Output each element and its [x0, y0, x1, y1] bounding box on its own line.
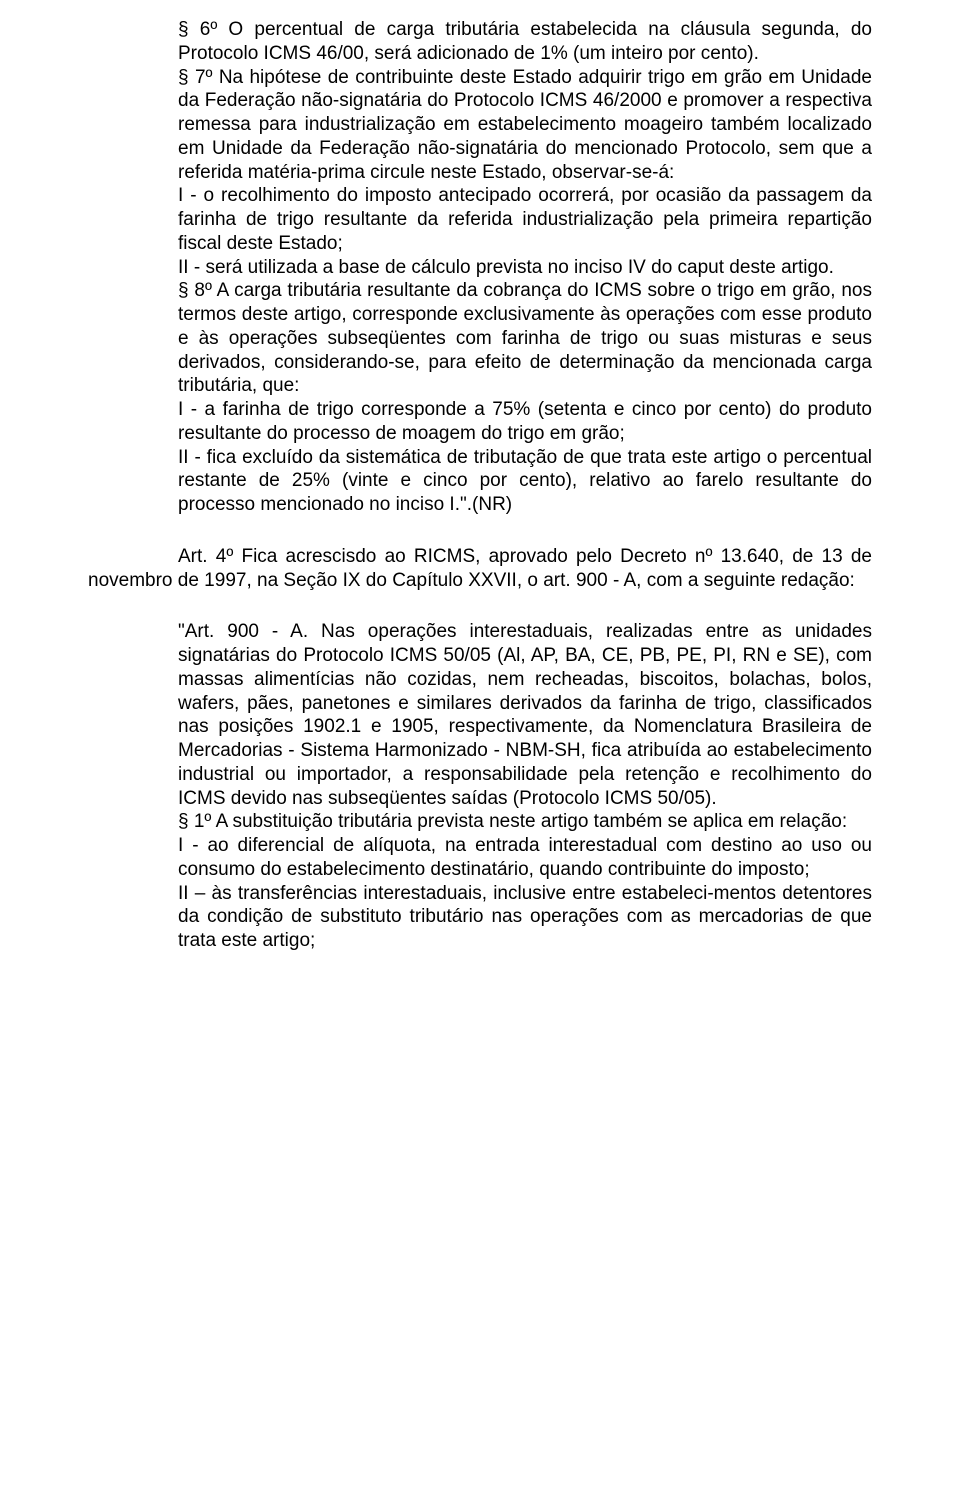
- paragraph-8-item-ii: II - fica excluído da sistemática de tri…: [178, 446, 872, 517]
- article-4-text: Art. 4º Fica acrescisdo ao RICMS, aprova…: [88, 545, 872, 593]
- article-4-block: Art. 4º Fica acrescisdo ao RICMS, aprova…: [88, 545, 872, 593]
- article-900a-intro: "Art. 900 - A. Nas operações interestadu…: [178, 620, 872, 810]
- paragraph-7-item-ii: II - será utilizada a base de cálculo pr…: [178, 256, 872, 280]
- quoted-article-block-1: § 6º O percentual de carga tributária es…: [178, 18, 872, 517]
- document-page: § 6º O percentual de carga tributária es…: [0, 0, 960, 977]
- paragraph-1-intro: § 1º A substituição tributária prevista …: [178, 810, 872, 834]
- paragraph-8-item-i: I - a farinha de trigo corresponde a 75%…: [178, 398, 872, 446]
- paragraph-1-item-ii: II – às transferências interestaduais, i…: [178, 882, 872, 953]
- paragraph-1-item-i: I - ao diferencial de alíquota, na entra…: [178, 834, 872, 882]
- paragraph-6: § 6º O percentual de carga tributária es…: [178, 18, 872, 66]
- paragraph-8-intro: § 8º A carga tributária resultante da co…: [178, 279, 872, 398]
- quoted-article-block-2: "Art. 900 - A. Nas operações interestadu…: [178, 620, 872, 953]
- paragraph-7-intro: § 7º Na hipótese de contribuinte deste E…: [178, 66, 872, 185]
- paragraph-7-item-i: I - o recolhimento do imposto antecipado…: [178, 184, 872, 255]
